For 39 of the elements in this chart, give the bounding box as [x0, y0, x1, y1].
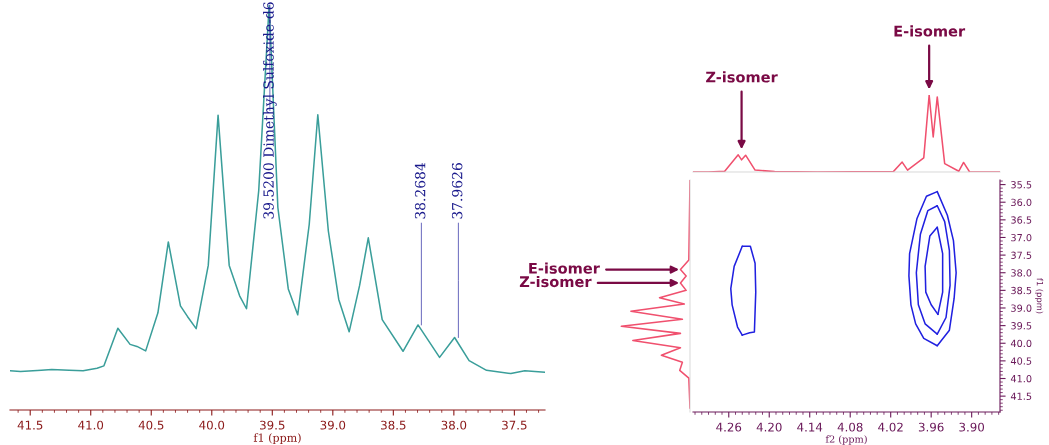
y-tick-label: 39.0: [1011, 304, 1032, 312]
y-tick-label: 36.0: [1011, 198, 1032, 207]
x-tick-label: 4.02: [878, 422, 903, 432]
x-tick-label: 3.90: [959, 422, 985, 432]
y-tick-label: 40.0: [1010, 339, 1032, 348]
annotation: Z-isomer: [706, 71, 778, 83]
y-tick-label: 40.5: [1010, 357, 1032, 365]
x-axis-title: f1 (ppm): [253, 433, 301, 444]
x-tick-label: 41.5: [17, 420, 43, 430]
x-tick-label: 40.0: [199, 420, 225, 430]
annotation: E-isomer: [894, 25, 966, 37]
x-tick-label: 39.0: [320, 420, 346, 430]
y-tick-label: 36.5: [1011, 216, 1032, 224]
x-tick-label: 4.14: [797, 422, 823, 432]
x-tick-label: 41.0: [78, 420, 104, 430]
y-tick-label: 37.5: [1011, 251, 1032, 259]
y-tick-label: 41.0: [1010, 374, 1032, 383]
x-tick-label: 3.96: [918, 422, 944, 432]
y-tick-label: 35.5: [1011, 181, 1032, 189]
y-tick-label: 37.0: [1011, 233, 1032, 242]
x-tick-label: 4.26: [716, 422, 742, 432]
annotation: Z-isomer: [519, 275, 592, 288]
y-tick-label: 38.5: [1011, 286, 1032, 295]
annotation: 39.5200 Dimethyl Sulfoxide-d6: [263, 2, 277, 219]
x-tick-label: 4.08: [837, 422, 863, 432]
x-axis-title: f2 (ppm): [825, 435, 867, 445]
y-tick-label: 39.5: [1011, 322, 1032, 330]
x-tick-label: 38.0: [441, 420, 467, 430]
y-tick-label: 41.5: [1010, 392, 1032, 400]
x-tick-label: 38.5: [381, 420, 406, 430]
annotation: 37.9626: [451, 163, 463, 219]
x-tick-label: 39.5: [260, 420, 285, 430]
x-tick-label: 37.5: [502, 420, 527, 430]
x-tick-label: 40.5: [138, 420, 164, 430]
x-tick-label: 4.20: [756, 422, 782, 432]
y-tick-label: 38.0: [1011, 269, 1032, 277]
annotation: 38.2684: [414, 162, 426, 219]
y-axis-title: f1 (ppm): [1035, 278, 1044, 314]
annotation: E-isomer: [529, 262, 600, 274]
